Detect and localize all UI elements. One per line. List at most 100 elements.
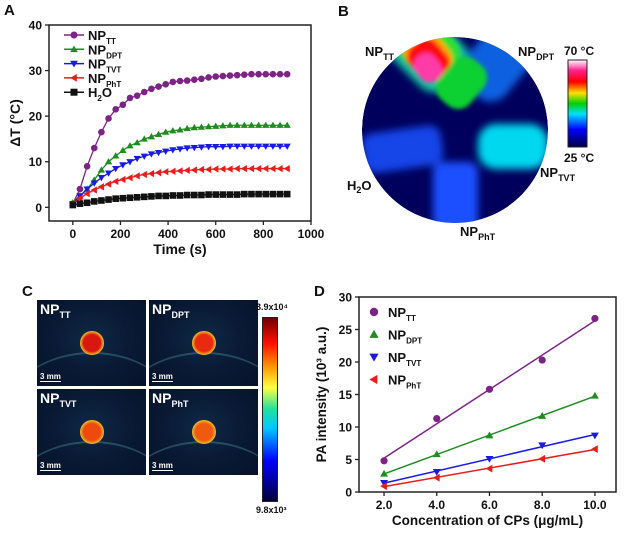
data-point	[283, 143, 291, 150]
data-point	[169, 78, 177, 86]
data-point	[276, 143, 284, 150]
thermal-colorbar-max: 70 °C	[564, 44, 594, 58]
data-point	[112, 165, 120, 173]
data-point	[133, 172, 140, 180]
data-point	[538, 356, 546, 364]
data-point	[105, 115, 112, 122]
data-point	[226, 121, 234, 128]
label-np-dpt: NPDPT	[518, 44, 555, 62]
series-np-tvt	[69, 143, 291, 208]
data-point	[254, 121, 263, 128]
data-point	[90, 186, 97, 194]
data-point	[140, 135, 148, 142]
data-point	[112, 106, 119, 113]
data-point	[70, 60, 78, 68]
y-axis-label: PA intensity (10³ a.u.)	[314, 327, 329, 463]
label-np-tt: NPTT	[365, 44, 395, 62]
data-point	[90, 144, 98, 152]
y-tick-label: 10	[339, 421, 353, 435]
data-point	[205, 191, 212, 198]
plot-frame	[358, 296, 617, 493]
data-point	[380, 457, 388, 465]
data-point	[247, 121, 256, 128]
data-point	[162, 128, 170, 135]
data-point	[76, 185, 84, 193]
thermal-disc	[362, 37, 548, 223]
data-point	[183, 77, 191, 84]
pa-signal-spot	[192, 420, 216, 444]
data-point	[433, 414, 441, 423]
scale-bar: 3 mm	[152, 461, 173, 471]
data-point	[70, 45, 78, 53]
data-point	[219, 144, 227, 151]
data-point	[590, 445, 598, 454]
data-point	[70, 74, 77, 82]
y-tick-label: 15	[339, 388, 353, 402]
data-point	[133, 138, 141, 146]
data-point	[119, 175, 126, 184]
data-point	[169, 167, 176, 175]
data-point	[162, 168, 169, 176]
data-point	[240, 143, 248, 150]
data-point	[126, 94, 134, 102]
data-point	[485, 455, 494, 463]
legend-label: NPTVT	[88, 57, 121, 75]
data-point	[176, 77, 184, 85]
data-point	[276, 164, 283, 173]
y-tick-label: 5	[345, 453, 352, 467]
plot-frame	[48, 24, 312, 222]
panel-label-c: C	[22, 283, 33, 300]
x-tick-label: 1000	[298, 227, 325, 241]
data-point	[198, 191, 205, 199]
data-point	[148, 193, 155, 200]
data-point	[169, 127, 177, 134]
series-np-tvt	[380, 432, 599, 487]
data-point	[183, 191, 191, 199]
data-point	[169, 192, 177, 199]
data-point	[219, 122, 227, 129]
data-point	[204, 165, 212, 174]
data-point	[233, 143, 241, 150]
temperature-chart: 0 200 400 600 800 1000 0 10 20 30 40 Time (s) ΔT (°C…	[7, 19, 325, 258]
legend-label: H2O	[88, 85, 112, 103]
data-point	[183, 145, 191, 152]
x-tick-label: 6.0	[481, 498, 498, 512]
x-tick-label: 600	[206, 227, 226, 241]
series-line	[72, 167, 288, 205]
data-point	[247, 164, 255, 173]
data-point	[380, 480, 389, 487]
data-point	[590, 391, 599, 399]
data-point	[97, 166, 106, 173]
data-point	[190, 123, 198, 131]
data-point	[176, 167, 183, 175]
data-point	[254, 143, 263, 150]
data-point	[485, 385, 494, 393]
y-tick-label: 25	[339, 323, 353, 337]
data-point	[205, 74, 212, 81]
data-point	[169, 147, 177, 154]
y-tick-label: 10	[29, 155, 43, 169]
x-tick-label: 0	[69, 227, 76, 241]
data-point	[485, 464, 493, 473]
data-point	[190, 144, 198, 152]
data-point	[140, 153, 148, 160]
scale-bar: 3 mm	[40, 372, 61, 382]
data-point	[162, 192, 170, 200]
label-np-pht: NPPhT	[460, 224, 496, 242]
data-point	[240, 164, 247, 173]
y-tick-label: 30	[29, 64, 43, 78]
data-point	[212, 144, 220, 151]
data-point	[76, 200, 84, 207]
data-point	[538, 442, 547, 450]
data-point	[590, 432, 599, 440]
x-tick-label: 4.0	[428, 498, 445, 512]
data-point	[197, 144, 206, 151]
data-point	[119, 146, 127, 153]
data-point	[212, 73, 220, 80]
data-point	[176, 192, 184, 199]
data-point	[262, 190, 270, 198]
data-point	[154, 149, 163, 157]
pa-image-label: NPTT	[40, 301, 71, 320]
data-point	[255, 70, 262, 78]
thermal-image: 70 °C 25 °C NPTT NPDPT NPTVT NPPhT H2O	[347, 37, 594, 242]
